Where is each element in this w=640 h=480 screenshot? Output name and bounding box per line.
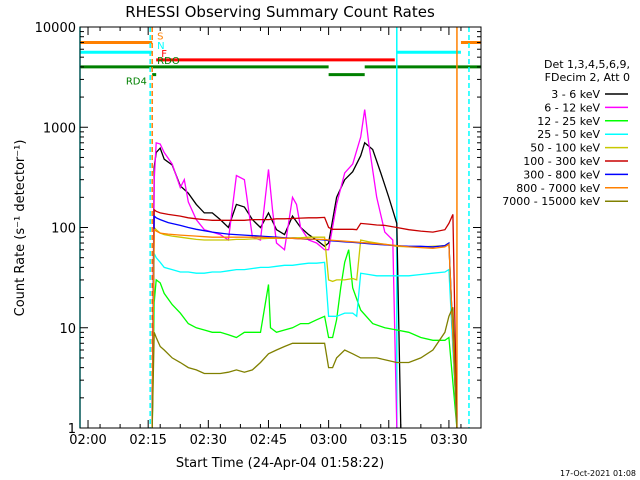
y-tick-label-0: 1: [68, 422, 76, 437]
legend-label-800-7000-kev: 800 - 7000 keV: [516, 182, 600, 195]
series-line-300-800-kev: [151, 214, 458, 429]
x-tick-label-5: 03:15: [370, 433, 407, 448]
x-tick-label-3: 02:45: [250, 433, 287, 448]
series-line-12-25-kev: [151, 249, 458, 429]
legend-label-300-800-kev: 300 - 800 keV: [523, 168, 600, 181]
legend-label-12-25-kev: 12 - 25 keV: [537, 115, 600, 128]
flag-s-label: S: [157, 32, 163, 43]
flag-f-label: F: [161, 49, 167, 60]
x-tick-label-4: 03:00: [310, 433, 347, 448]
flag-rd4-label: RD4: [126, 77, 147, 88]
flag-n-label: N: [157, 41, 164, 52]
legend-label-6-12-kev: 6 - 12 keV: [544, 101, 600, 114]
series-line-3-6-kev: [151, 141, 402, 429]
legend-label-50-100-kev: 50 - 100 keV: [530, 142, 600, 155]
series-line-6-12-kev: [151, 109, 398, 429]
series-lines: [151, 109, 458, 429]
x-axis: 02:00 02:15 02:30 02:45 03:00 03:15 03:30: [69, 27, 482, 448]
y-tick-label-1: 10: [59, 322, 76, 337]
footer-date: 17-Oct-2021 01:08: [560, 469, 636, 478]
legend-label-100-300-kev: 100 - 300 keV: [523, 155, 600, 168]
y-axis: 1 10 100 1000 10000: [35, 21, 481, 437]
x-tick-label-0: 02:00: [69, 433, 106, 448]
y-tick-label-3: 1000: [43, 121, 76, 136]
series-line-7000-15000-kev: [151, 307, 458, 429]
y-tick-label-4: 10000: [35, 21, 76, 36]
series-line-100-300-kev: [151, 208, 458, 429]
x-axis-label: Start Time (24-Apr-04 01:58:22): [176, 456, 384, 471]
chart-title: RHESSI Observing Summary Count Rates: [125, 3, 435, 21]
x-tick-label-6: 03:30: [430, 433, 467, 448]
series-line-25-50-kev: [151, 253, 458, 429]
legend-header-line-2: FDecim 2, Att 0: [545, 71, 630, 84]
flag-rdo-label: RDO: [157, 56, 180, 67]
legend-label-25-50-kev: 25 - 50 keV: [537, 128, 600, 141]
x-tick-label-1: 02:15: [129, 433, 166, 448]
y-tick-label-2: 100: [51, 222, 76, 237]
x-tick-label-2: 02:30: [190, 433, 227, 448]
series-line-800-7000-kev: [151, 228, 458, 429]
legend-header-line-1: Det 1,3,4,5,6,9,: [544, 58, 630, 71]
legend-label-3-6-kev: 3 - 6 keV: [551, 88, 600, 101]
y-axis-label: Count Rate (s⁻¹ detector⁻¹): [13, 140, 28, 317]
legend-label-7000-15000-kev: 7000 - 15000 keV: [502, 195, 600, 208]
